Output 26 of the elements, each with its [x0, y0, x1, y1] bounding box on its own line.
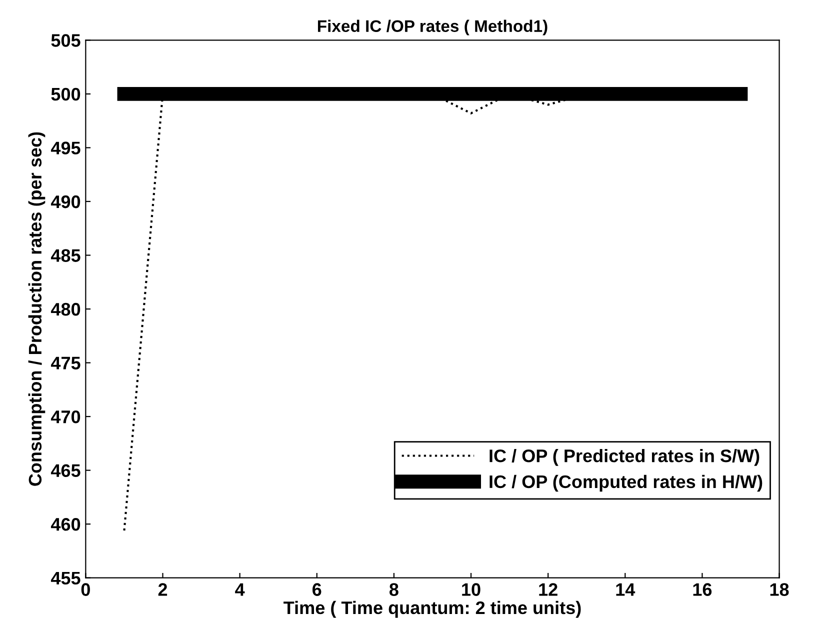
x-tick-label: 4 [235, 583, 245, 596]
y-tick-label: 490 [50, 195, 80, 208]
legend-label: IC / OP ( Predicted rates in S/W) [490, 448, 760, 466]
y-tick-label: 480 [50, 302, 80, 316]
y-tick-label: 470 [50, 410, 80, 424]
x-axis-title: Time ( Time quantum: 2 time units) [284, 600, 581, 618]
y-tick-label: 485 [50, 249, 80, 262]
x-tick-label: 0 [81, 583, 90, 596]
x-tick-label: 2 [158, 583, 168, 596]
x-tick-label: 8 [390, 583, 398, 596]
y-tick-label: 465 [50, 464, 80, 478]
y-tick-label: 460 [50, 518, 80, 531]
x-tick-label: 18 [770, 583, 789, 596]
y-tick-label: 500 [51, 88, 80, 101]
y-tick-label: 475 [50, 356, 80, 370]
legend-label: IC / OP (Computed rates in H/W) [490, 474, 762, 492]
x-tick-label: 12 [539, 583, 558, 596]
x-tick-label: 16 [693, 583, 712, 596]
y-axis-title: Consumption / Production rates (per sec) [28, 132, 46, 486]
y-tick-label: 505 [51, 34, 80, 47]
y-tick-label: 495 [50, 142, 80, 154]
y-tick-label: 455 [50, 572, 80, 585]
chart-title: Fixed IC /OP rates ( Method1) [318, 20, 548, 36]
x-tick-label: 14 [616, 583, 636, 596]
x-tick-label: 6 [312, 583, 322, 596]
x-tick-label: 10 [462, 583, 480, 596]
